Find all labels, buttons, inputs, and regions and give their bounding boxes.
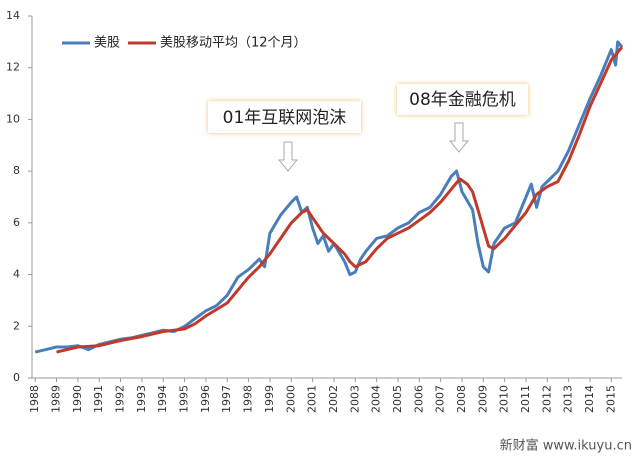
x-tick-label: 1991 [92, 385, 105, 413]
x-tick-label: 2004 [370, 385, 383, 413]
x-tick-label: 2008 [455, 385, 468, 413]
x-tick-label: 2002 [327, 385, 340, 413]
y-tick-label: 12 [6, 61, 20, 74]
x-tick-label: 2013 [562, 385, 575, 413]
x-tick-label: 1999 [263, 385, 276, 413]
x-tick-label: 1993 [135, 385, 148, 413]
y-tick-label: 10 [6, 112, 20, 125]
annotation: 01年互联网泡沫 [223, 108, 347, 128]
annotation-box [397, 84, 528, 115]
x-tick-label: 2000 [284, 385, 297, 413]
x-tick-label: 2012 [540, 385, 553, 413]
x-tick-label: 1989 [50, 385, 63, 413]
annotation-box [208, 101, 361, 133]
x-tick-label: 2005 [391, 385, 404, 413]
x-tick-label: 1997 [220, 385, 233, 413]
x-tick-label: 1992 [114, 385, 127, 413]
x-tick-label: 2010 [498, 385, 511, 413]
series-line [56, 46, 624, 354]
y-tick-label: 14 [6, 9, 20, 22]
y-tick-label: 2 [13, 319, 20, 332]
x-tick-label: 2001 [306, 385, 319, 413]
x-tick-label: 1995 [178, 385, 191, 413]
y-tick-label: 6 [13, 216, 20, 229]
x-tick-label: 2006 [412, 385, 425, 413]
arrow [277, 141, 299, 172]
arrow [448, 122, 470, 153]
x-tick-label: 1990 [71, 385, 84, 413]
x-tick-label: 1994 [156, 385, 169, 413]
x-tick-label: 2009 [476, 385, 489, 413]
x-tick-label: 1998 [242, 385, 255, 413]
y-tick-label: 4 [13, 268, 20, 281]
x-tick-label: 2011 [519, 385, 532, 413]
x-tick-label: 1988 [28, 385, 41, 413]
annotation: 08年金融危机 [409, 90, 516, 110]
x-tick-label: 2003 [348, 385, 361, 413]
y-tick-label: 8 [13, 164, 20, 177]
watermark: 新财富 www.ikuyu.cn [500, 438, 632, 454]
x-tick-label: 1996 [199, 385, 212, 413]
legend-label: 美股 [94, 36, 120, 51]
legend-label: 美股移动平均（12个月） [160, 36, 307, 51]
y-tick-label: 0 [13, 371, 20, 384]
x-tick-label: 2014 [583, 385, 596, 413]
x-tick-label: 2015 [604, 385, 617, 413]
x-tick-label: 2007 [434, 385, 447, 413]
